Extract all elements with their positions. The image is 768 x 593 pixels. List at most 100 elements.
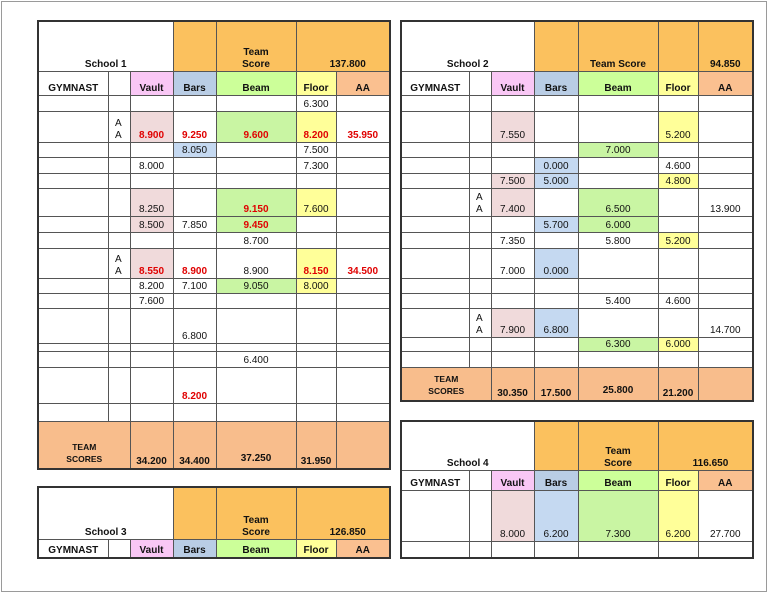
- score-cell: [129, 342, 174, 352]
- column-header-text: Vault: [139, 82, 164, 94]
- score-text: 7.500: [303, 144, 329, 156]
- team-score-label-text: Team Score: [604, 445, 632, 469]
- score-cell: [490, 350, 535, 368]
- score-text: 13.900: [709, 203, 741, 215]
- title-row: School 2 Team Score 94.850: [400, 20, 754, 72]
- header-fill: [172, 486, 217, 540]
- score-cell: [335, 277, 391, 294]
- score-cell: [335, 94, 391, 112]
- score-cell: [215, 402, 297, 422]
- score-cell: 27.700: [697, 489, 754, 542]
- all-around-marker: [468, 350, 492, 368]
- score-cell: [129, 402, 174, 422]
- header-fill: [657, 20, 699, 72]
- score-cell: 4.600: [657, 156, 699, 174]
- score-cell: [400, 110, 470, 143]
- score-cell: [577, 307, 659, 338]
- team-score-label-text: Team Score: [242, 46, 270, 70]
- score-cell: [490, 215, 535, 233]
- column-header: GYMNAST: [400, 70, 470, 96]
- score-cell: [400, 231, 470, 249]
- score-cell: [129, 231, 174, 249]
- score-cell: 6.500: [577, 187, 659, 217]
- team-score-value: 25.800: [577, 366, 659, 402]
- all-around-marker: [468, 156, 492, 174]
- gymnast-row: 6.800: [37, 307, 391, 344]
- school-title-text: School 2: [446, 58, 489, 70]
- score-text: 4.600: [665, 295, 691, 307]
- school-table: School 1 Team Score 137.800 GYMNAST Vault Bar…: [37, 20, 392, 470]
- team-scores-label: TEAM SCORES: [400, 366, 492, 402]
- score-text: 9.150: [243, 203, 269, 215]
- score-cell: 7.100: [172, 277, 217, 294]
- score-cell: 6.400: [215, 350, 297, 368]
- all-around-marker: [468, 110, 492, 143]
- score-text: 5.200: [665, 235, 691, 247]
- score-cell: [129, 307, 174, 344]
- score-cell: [577, 156, 659, 174]
- score-cell: [129, 172, 174, 189]
- score-cell: [215, 94, 297, 112]
- gymnast-row: 6.300 6.000: [400, 336, 754, 352]
- team-score-label: Team Score: [577, 420, 659, 471]
- column-header: Floor: [295, 538, 337, 559]
- gymnast-row: A A 8.550 8.900 8.900 8.150 34.500: [37, 247, 391, 279]
- gymnast-row: [400, 540, 754, 559]
- score-cell: 8.900: [215, 247, 297, 279]
- school-title: School 2: [400, 20, 535, 72]
- score-cell: [172, 292, 217, 309]
- team-scores-row: TEAM SCORES 34.200 34.400 37.250 31.950: [37, 420, 391, 470]
- score-cell: [335, 350, 391, 368]
- gymnast-row: [400, 277, 754, 294]
- school-table: School 2 Team Score 94.850 GYMNAST Vault Bars…: [400, 20, 755, 402]
- gymnast-row: A A 7.400 6.500 13.900: [400, 187, 754, 217]
- score-text: 8.200: [182, 390, 208, 402]
- score-cell: [335, 342, 391, 352]
- team-score-value: [335, 420, 391, 470]
- score-cell: [172, 342, 217, 352]
- column-header: Beam: [577, 469, 659, 491]
- column-header: Bars: [533, 70, 579, 96]
- score-cell: [657, 94, 699, 112]
- score-cell: 8.000: [490, 489, 535, 542]
- all-around-marker: A A: [107, 110, 131, 143]
- all-around-marker: [468, 94, 492, 112]
- column-header: GYMNAST: [400, 469, 470, 491]
- score-cell: [577, 172, 659, 189]
- score-cell: [37, 141, 109, 158]
- score-cell: [295, 350, 337, 368]
- team-score-value-text: 34.400: [179, 456, 210, 467]
- score-text: 35.950: [347, 129, 379, 141]
- score-cell: [172, 402, 217, 422]
- score-cell: 5.800: [577, 231, 659, 249]
- gymnast-row: 7.500 5.000 4.800: [400, 172, 754, 189]
- column-header: Vault: [490, 70, 535, 96]
- column-header-text: Bars: [544, 477, 568, 489]
- score-cell: [533, 110, 579, 143]
- score-cell: [400, 277, 470, 294]
- team-score-value-text: 30.350: [497, 388, 528, 399]
- gymnast-row: 8.250 9.150 7.600: [37, 187, 391, 217]
- team-score-value: [697, 366, 754, 402]
- column-header-text: GYMNAST: [410, 82, 461, 94]
- column-header-text: Beam: [242, 545, 270, 556]
- all-around-marker: [468, 540, 492, 559]
- column-header: Floor: [657, 70, 699, 96]
- score-cell: 7.300: [577, 489, 659, 542]
- team-score-value: 31.950: [295, 420, 337, 470]
- score-cell: 4.800: [657, 172, 699, 189]
- all-around-marker: [107, 187, 131, 217]
- score-cell: [533, 94, 579, 112]
- score-text: 6.300: [303, 98, 329, 110]
- gymnast-row: 8.200 7.100 9.050 8.000: [37, 277, 391, 294]
- score-text: 7.600: [303, 203, 329, 215]
- score-cell: 7.000: [490, 247, 535, 279]
- score-cell: 9.050: [215, 277, 297, 294]
- team-score-value: 30.350: [490, 366, 535, 402]
- score-text: 7.550: [499, 129, 526, 141]
- score-cell: [577, 110, 659, 143]
- score-text: 5.400: [605, 295, 631, 307]
- column-header-row: GYMNAST Vault Bars Beam Floor AA: [37, 70, 391, 96]
- team-score-label-text: Team Score: [242, 514, 270, 538]
- score-text: A A: [115, 117, 122, 141]
